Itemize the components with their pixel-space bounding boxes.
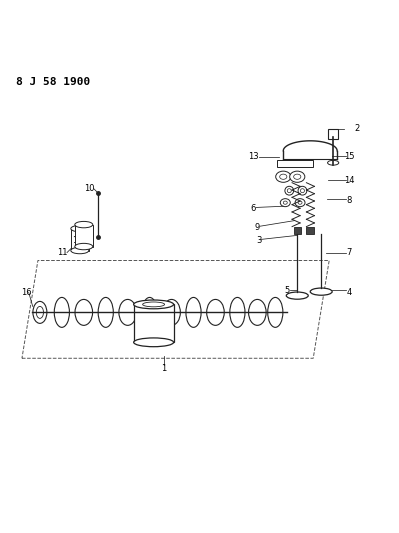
Text: 8: 8 [346, 196, 352, 205]
Ellipse shape [249, 300, 266, 325]
Ellipse shape [268, 297, 283, 327]
Ellipse shape [54, 297, 69, 327]
Text: 8 J 58 1900: 8 J 58 1900 [16, 77, 90, 87]
Ellipse shape [298, 187, 307, 195]
Ellipse shape [280, 199, 290, 207]
Text: 4: 4 [346, 288, 352, 297]
Ellipse shape [207, 300, 224, 325]
Text: 1: 1 [161, 364, 166, 373]
Ellipse shape [186, 297, 201, 327]
Ellipse shape [71, 247, 89, 254]
Ellipse shape [36, 306, 43, 318]
Ellipse shape [300, 189, 304, 193]
Ellipse shape [142, 297, 157, 327]
Bar [294, 227, 301, 234]
Text: 6: 6 [251, 204, 256, 213]
Ellipse shape [290, 171, 305, 182]
Ellipse shape [328, 160, 339, 165]
Ellipse shape [163, 300, 180, 325]
Text: 9: 9 [255, 223, 260, 232]
Bar [71, 229, 89, 251]
Ellipse shape [119, 300, 136, 325]
Ellipse shape [143, 302, 164, 307]
Text: 11: 11 [57, 248, 67, 257]
Ellipse shape [230, 297, 245, 327]
Bar [306, 227, 314, 234]
Text: 7: 7 [346, 248, 352, 257]
Bar [328, 129, 338, 139]
Text: 10: 10 [85, 184, 95, 193]
Ellipse shape [134, 300, 174, 309]
Ellipse shape [276, 171, 291, 182]
Ellipse shape [294, 174, 301, 179]
Ellipse shape [280, 174, 287, 179]
Text: 14: 14 [344, 176, 354, 185]
Ellipse shape [283, 201, 287, 204]
Ellipse shape [286, 292, 308, 299]
Text: 2: 2 [354, 124, 360, 133]
Ellipse shape [310, 288, 332, 295]
Ellipse shape [98, 297, 113, 327]
Ellipse shape [75, 300, 93, 325]
Ellipse shape [33, 302, 47, 324]
Text: 15: 15 [344, 152, 354, 161]
Bar [75, 224, 93, 247]
Text: 16: 16 [21, 288, 31, 297]
Ellipse shape [75, 221, 93, 228]
Bar [277, 159, 313, 167]
Text: 12: 12 [73, 236, 83, 245]
Text: 5: 5 [284, 286, 290, 295]
Ellipse shape [134, 338, 174, 346]
Ellipse shape [71, 225, 89, 232]
Ellipse shape [287, 189, 291, 193]
Text: 13: 13 [248, 152, 259, 161]
Bar [134, 304, 174, 342]
Ellipse shape [75, 244, 93, 250]
Ellipse shape [285, 187, 294, 195]
Ellipse shape [295, 199, 305, 207]
Ellipse shape [298, 201, 302, 204]
Text: 3: 3 [257, 236, 262, 245]
